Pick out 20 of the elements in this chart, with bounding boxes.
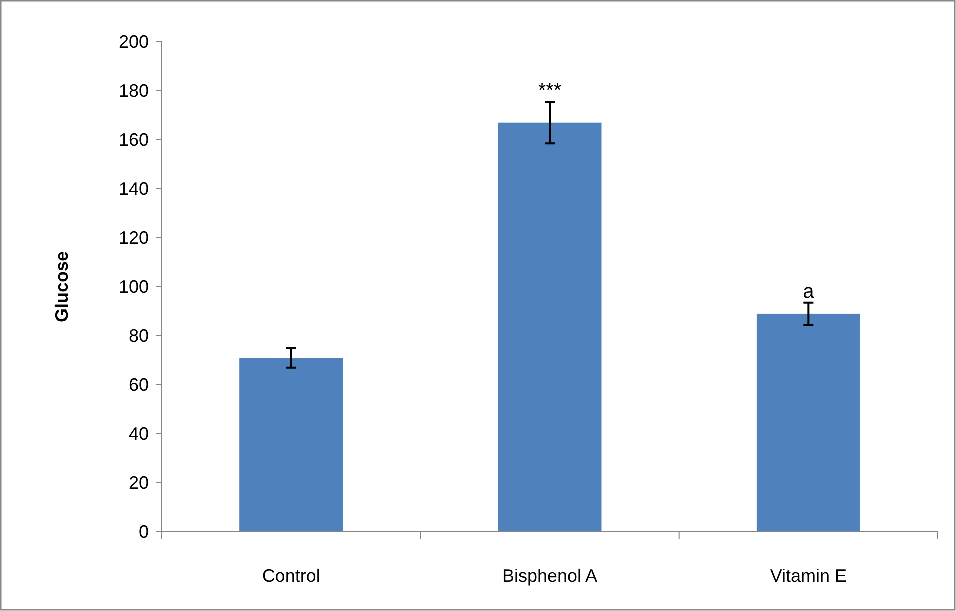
y-tick-label: 80 bbox=[128, 326, 149, 346]
annotation: *** bbox=[538, 80, 562, 102]
x-tick-label: Control bbox=[262, 566, 320, 586]
y-tick-label: 160 bbox=[118, 130, 149, 150]
x-tick-label: Vitamin E bbox=[770, 566, 848, 586]
x-tick-label: Bisphenol A bbox=[502, 566, 598, 586]
y-tick-label: 0 bbox=[138, 522, 149, 542]
bar bbox=[498, 122, 602, 532]
bar bbox=[756, 314, 860, 532]
y-axis-title: Glucose bbox=[52, 251, 72, 323]
y-tick-label: 60 bbox=[128, 374, 149, 395]
y-tick-label: 40 bbox=[128, 424, 149, 444]
y-tick-label: 120 bbox=[118, 228, 149, 248]
y-tick-label: 140 bbox=[118, 178, 149, 199]
annotation: a bbox=[803, 280, 816, 303]
y-tick-label: 20 bbox=[128, 472, 149, 493]
y-tick-label: 200 bbox=[118, 32, 149, 52]
y-tick-label: 100 bbox=[118, 276, 149, 297]
y-tick-label: 180 bbox=[118, 80, 149, 101]
bar bbox=[240, 358, 344, 532]
